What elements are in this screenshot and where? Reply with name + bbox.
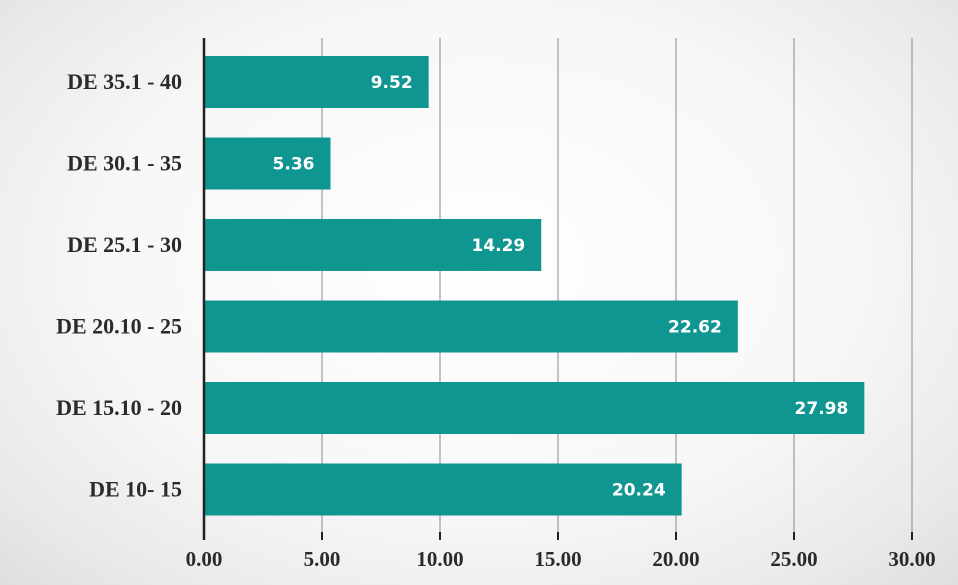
x-tick-label: 10.00	[416, 547, 463, 571]
data-labels: 9.52 5.36 14.29 22.62 27.98 20.24	[273, 73, 849, 501]
data-label: 20.24	[612, 481, 666, 501]
category-label: DE 10- 15	[89, 477, 182, 502]
x-tick-label: 15.00	[534, 547, 581, 571]
gridlines	[321, 38, 913, 532]
category-labels: DE 35.1 - 40 DE 30.1 - 35 DE 25.1 - 30 DE 2…	[56, 69, 182, 502]
x-tick-label: 30.00	[888, 547, 935, 571]
category-label: DE 15.10 - 20	[56, 395, 182, 420]
category-label: DE 35.1 - 40	[67, 69, 182, 94]
data-label: 27.98	[795, 399, 849, 419]
bar	[205, 382, 865, 434]
x-tick-labels: 0.00 5.00 10.00 15.00 20.00 25.00 30.00	[186, 547, 936, 571]
bar	[205, 219, 542, 271]
x-tick-label: 0.00	[186, 547, 223, 571]
bars	[205, 56, 865, 516]
category-label: DE 30.1 - 35	[67, 151, 182, 176]
x-tick-label: 25.00	[770, 547, 817, 571]
bar	[205, 137, 331, 190]
category-label: DE 25.1 - 30	[67, 232, 182, 257]
data-label: 14.29	[471, 236, 525, 256]
x-tick-label: 20.00	[652, 547, 699, 571]
category-label: DE 20.10 - 25	[56, 314, 182, 339]
axes	[202, 38, 913, 540]
bar	[205, 463, 682, 516]
bar	[205, 300, 738, 353]
x-tick-label: 5.00	[304, 547, 341, 571]
data-label: 5.36	[273, 155, 315, 175]
data-label: 9.52	[371, 73, 413, 93]
data-label: 22.62	[668, 318, 722, 338]
bar	[205, 56, 429, 108]
